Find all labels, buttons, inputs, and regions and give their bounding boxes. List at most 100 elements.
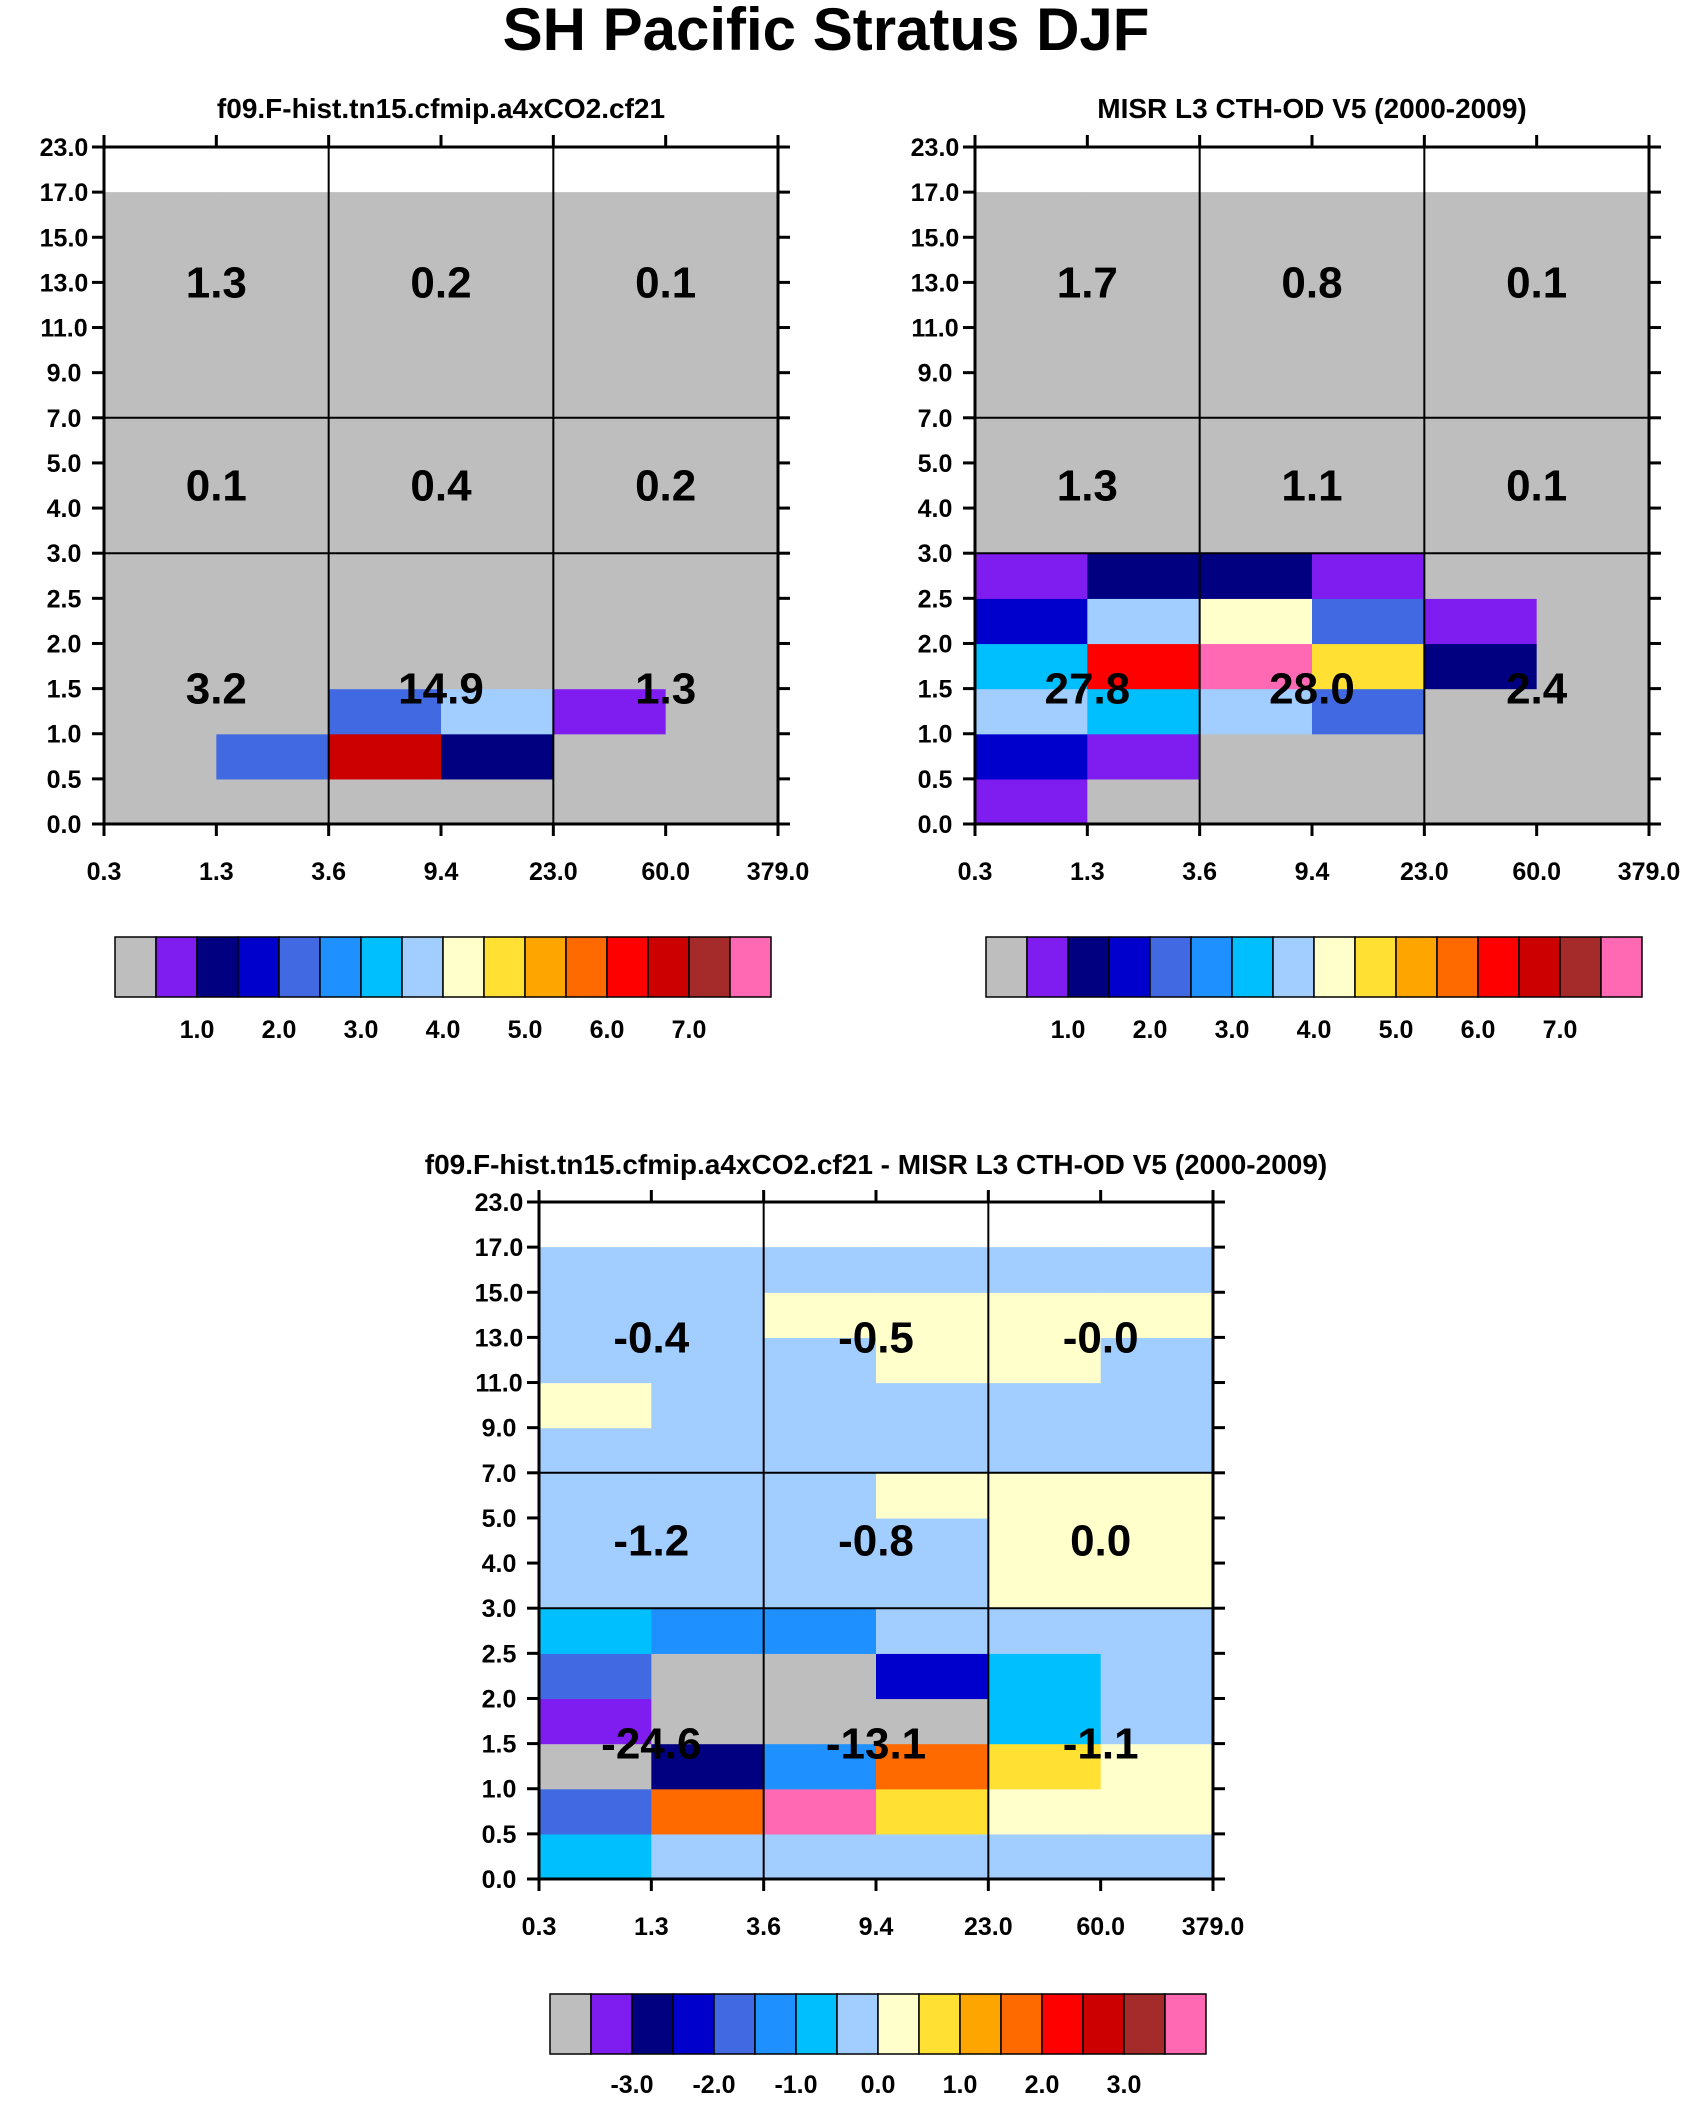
x-tick-label: 3.6 (311, 858, 346, 886)
heatmap-cell (553, 553, 667, 599)
heatmap-cell (651, 1563, 765, 1609)
heatmap-cell (651, 1292, 765, 1338)
heatmap-cell (1424, 688, 1538, 735)
heatmap-cell (763, 1833, 877, 1880)
y-tick-label: 11.0 (475, 1370, 522, 1398)
heatmap-cell (539, 1653, 652, 1700)
colorbar-swatch (836, 1993, 879, 2055)
x-tick-label: 9.4 (424, 858, 459, 886)
colorbar-swatch (565, 936, 608, 998)
heatmap-cell (553, 643, 667, 690)
y-tick-label: 15.0 (40, 224, 89, 252)
heatmap-cell (1312, 598, 1425, 645)
heatmap-cell (1536, 733, 1650, 780)
heatmap-cell (988, 1563, 1102, 1609)
heatmap-cell (328, 643, 442, 690)
y-tick-label: 2.0 (47, 630, 82, 658)
heatmap-cell (763, 1472, 877, 1519)
heatmap-cell (1312, 462, 1425, 509)
y-tick-label: 9.0 (482, 1415, 517, 1443)
heatmap-cell (665, 688, 779, 735)
y-tick-label: 4.0 (47, 495, 82, 523)
heatmap-cell (539, 1517, 652, 1564)
colorbar-swatch (278, 936, 321, 998)
heatmap-cell (553, 282, 667, 329)
heatmap-cell (1199, 508, 1313, 554)
region-total-label: 0.2 (635, 462, 696, 511)
heatmap-cell (876, 1698, 989, 1745)
heatmap-cell (988, 1833, 1102, 1880)
heatmap-cell (328, 733, 442, 780)
heatmap-cell (876, 1833, 989, 1880)
heatmap-cell (763, 1743, 877, 1790)
heatmap-cell (216, 688, 330, 735)
heatmap-cell (1536, 508, 1650, 554)
y-tick-label: 15.0 (475, 1279, 524, 1307)
region-total-label: 1.7 (1057, 258, 1118, 307)
heatmap-cell (328, 778, 442, 825)
heatmap-cell (876, 1788, 989, 1835)
heatmap-cell (876, 1608, 989, 1654)
heatmap-cell (1087, 643, 1201, 690)
heatmap-cell (1087, 237, 1201, 283)
region-total-label: -0.5 (838, 1313, 914, 1362)
heatmap-cell (1424, 192, 1538, 238)
heatmap-cell (328, 688, 442, 735)
y-tick-label: 3.0 (47, 540, 82, 568)
heatmap-cell (104, 643, 217, 690)
x-tick-label: 9.4 (859, 1913, 894, 1941)
heatmap-cell (1100, 1382, 1214, 1429)
heatmap-cell (1100, 1743, 1214, 1790)
heatmap-cell (1199, 417, 1313, 464)
y-tick-label: 0.5 (47, 766, 82, 794)
heatmap-cell (651, 1472, 765, 1519)
x-tick-label: 23.0 (529, 858, 578, 886)
y-tick-label: 0.0 (918, 811, 953, 839)
heatmap-cell (975, 778, 1088, 825)
y-tick-label: 2.5 (47, 585, 82, 613)
colorbar-swatch (1518, 936, 1561, 998)
heatmap-cell (539, 1698, 652, 1745)
heatmap-cell (441, 733, 554, 780)
heatmap-cell (1199, 327, 1313, 374)
heatmap-cell (1312, 778, 1425, 825)
heatmap-cell (975, 192, 1088, 238)
region-total-label: 1.3 (1057, 462, 1118, 511)
heatmap-cell (1536, 462, 1650, 509)
heatmap-cell (975, 462, 1088, 509)
colorbar-swatch (631, 1993, 674, 2055)
colorbar-label: 0.0 (861, 2071, 896, 2099)
colorbar-swatch (754, 1993, 797, 2055)
heatmap-cell (651, 1788, 765, 1835)
heatmap-cell (1536, 327, 1650, 374)
heatmap-cell (441, 372, 554, 419)
heatmap-cell (216, 372, 330, 419)
heatmap-cell (665, 643, 779, 690)
colorbar-label: 3.0 (344, 1016, 379, 1044)
heatmap-cell (216, 282, 330, 329)
heatmap-cell (665, 192, 779, 238)
x-tick-label: 3.6 (746, 1913, 781, 1941)
y-tick-label: 1.0 (47, 721, 82, 749)
heatmap-cell (876, 1292, 989, 1338)
heatmap-cell (441, 643, 554, 690)
heatmap-cell (328, 282, 442, 329)
region-total-label: 28.0 (1269, 665, 1355, 714)
region-total-label: -1.2 (613, 1517, 689, 1566)
y-tick-label: 13.0 (911, 269, 960, 297)
x-tick-label: 1.3 (634, 1913, 669, 1941)
heatmap-cell (988, 1382, 1102, 1429)
heatmap-cell (876, 1563, 989, 1609)
colorbar-label: 3.0 (1107, 2071, 1142, 2099)
heatmap-cell (104, 462, 217, 509)
region-total-label: 0.1 (186, 462, 247, 511)
heatmap-cell (553, 372, 667, 419)
region-total-label: 1.3 (635, 665, 696, 714)
y-tick-label: 23.0 (40, 134, 89, 162)
region-total-label: 3.2 (186, 665, 247, 714)
y-tick-label: 2.5 (918, 585, 953, 613)
heatmap-cell (216, 553, 330, 599)
heatmap-cell (1424, 327, 1538, 374)
colorbar-swatch (985, 936, 1028, 998)
